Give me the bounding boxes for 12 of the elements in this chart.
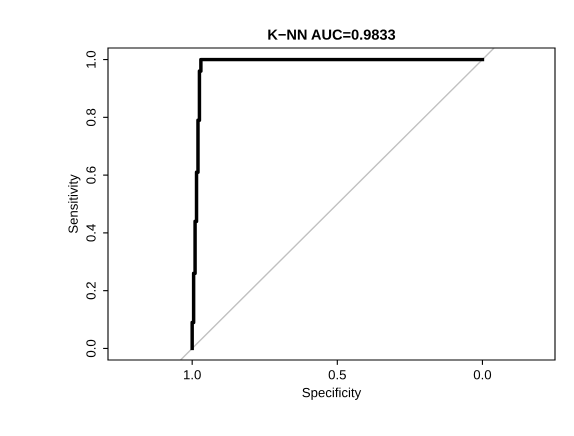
- y-tick-label: 0.6: [86, 166, 96, 184]
- x-axis-title: Specificity: [302, 388, 362, 400]
- y-tick-label: 0.8: [86, 108, 96, 126]
- y-tick-label: 0.0: [86, 340, 96, 358]
- x-tick-label: 0.0: [474, 370, 492, 380]
- y-tick-label: 1.0: [86, 50, 96, 68]
- chart-title: K−NN AUC=0.9833: [268, 29, 396, 40]
- y-tick-label: 0.4: [86, 224, 96, 242]
- y-axis-title: Sensitivity: [68, 174, 80, 234]
- x-tick-label: 1.0: [184, 370, 201, 380]
- x-tick-label: 0.5: [328, 370, 346, 380]
- y-tick-label: 0.2: [86, 282, 96, 300]
